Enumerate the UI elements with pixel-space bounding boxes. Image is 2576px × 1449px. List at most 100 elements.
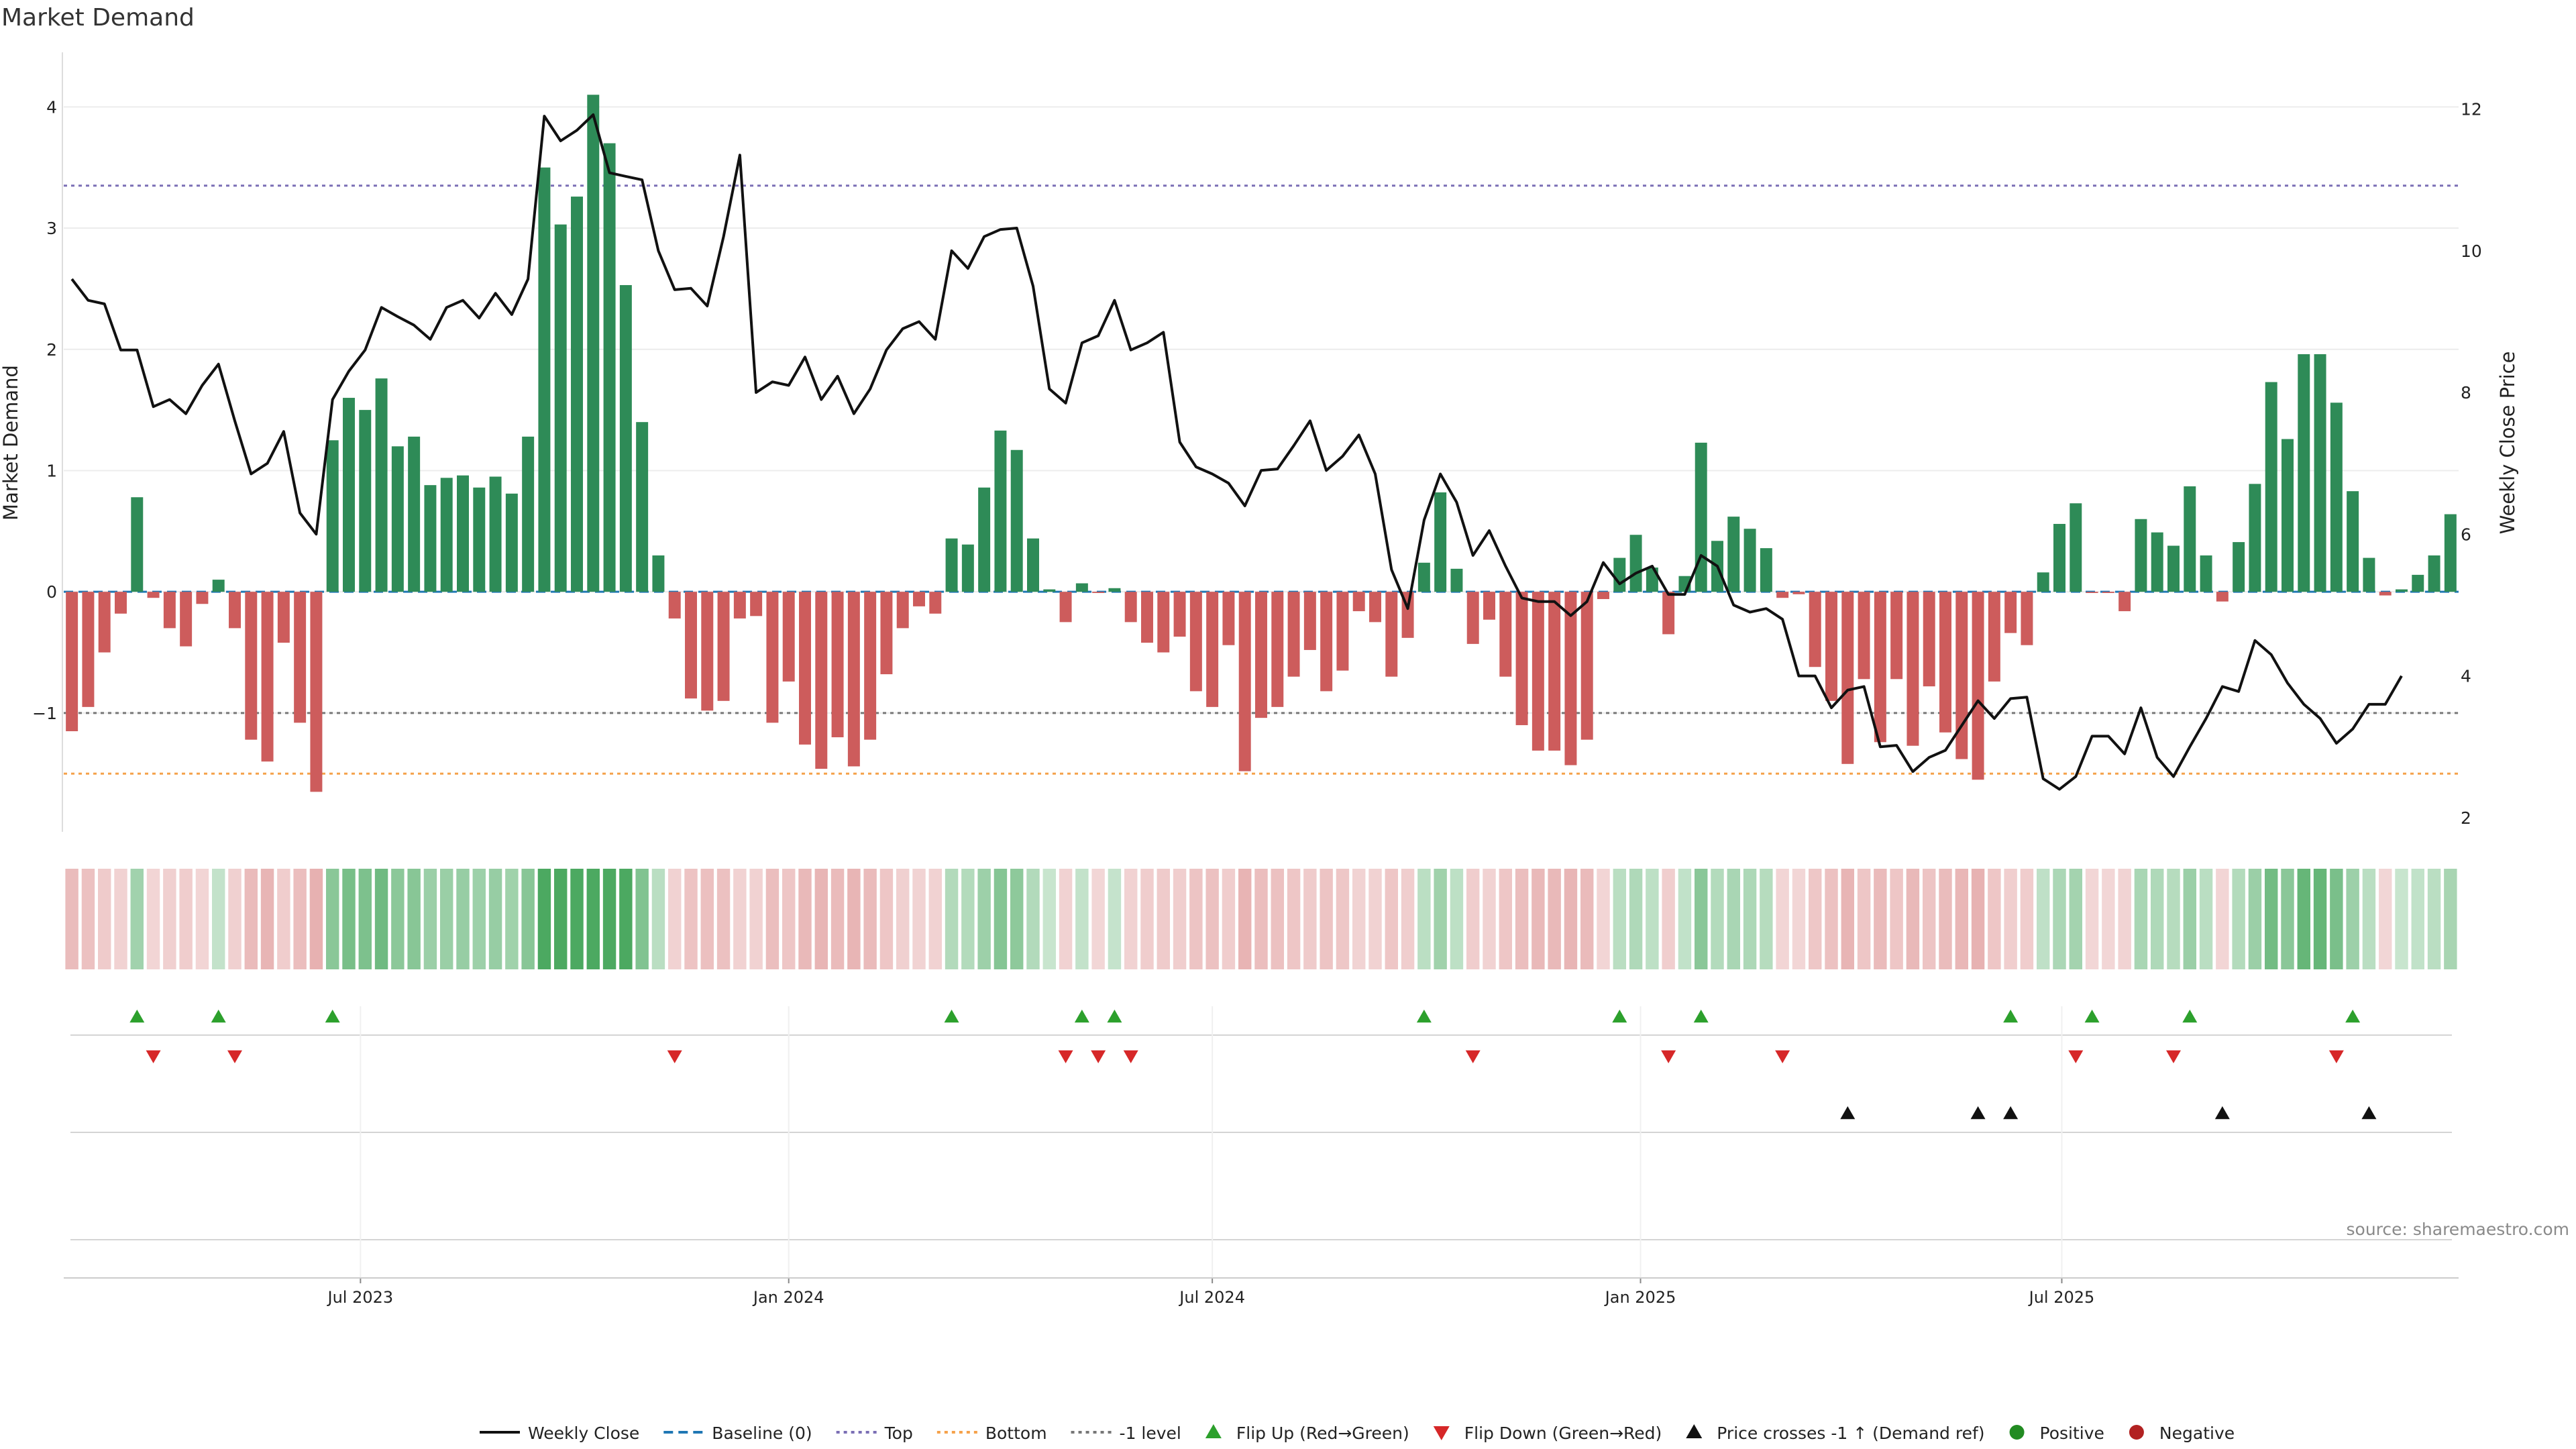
demand-bar [245,592,258,740]
demand-bar [603,143,616,592]
heat-cell [1466,869,1480,969]
demand-bar [1923,592,1935,687]
heat-cell [2020,869,2034,969]
demand-bar [1369,592,1381,623]
demand-bar [1124,592,1137,623]
y-tick-label: 2 [46,340,57,360]
flip-up-marker [2084,1010,2100,1023]
flip-up-marker [211,1010,226,1023]
demand-bar [1466,592,1479,644]
flip-up-marker [2345,1010,2361,1023]
demand-bar [1841,592,1854,764]
demand-bar [929,592,942,614]
demand-bar [1907,592,1919,746]
y2-tick-label: 8 [2461,383,2471,402]
demand-bar [180,592,193,647]
flip-down-marker [1091,1050,1106,1063]
heat-cell [1026,869,1040,969]
heat-cell [212,869,225,969]
y2-tick-label: 4 [2461,667,2471,686]
heat-cell [2151,869,2164,969]
heat-cell [602,869,616,969]
legend-label: Flip Down (Green→Red) [1464,1424,1662,1443]
legend-swatch-triangle-up [1686,1424,1703,1438]
demand-bar [1792,592,1805,594]
heat-cell [700,869,714,969]
demand-bar [1695,442,1707,592]
heat-cell [2444,869,2457,969]
demand-bar [131,497,144,592]
heat-cell [1792,869,1806,969]
price-cross-marker [2361,1106,2377,1120]
heat-cell [1320,869,1333,969]
heat-cell [65,869,78,969]
demand-bar [2396,589,2408,592]
heat-cell [1336,869,1350,969]
date-tick-label: Jan 2025 [1604,1288,1676,1307]
heat-cell [2037,869,2050,969]
demand-bar [1564,592,1577,765]
heat-cell [293,869,307,969]
date-axis: Jul 2023 Jan 2024 Jul 2024 Jan 2025 Jul 2025 [64,1006,2459,1307]
demand-bar [522,436,535,592]
heat-cell [2102,869,2115,969]
heat-cell [521,869,535,969]
demand-bar [424,485,437,592]
y2-tick-label: 12 [2461,100,2482,119]
heat-cell [2362,869,2376,969]
heat-cell [1564,869,1578,969]
demand-bar [1548,592,1561,751]
heat-cell [1287,869,1301,969]
demand-bar [1238,592,1251,771]
demand-bar [326,440,339,592]
heat-cell [619,869,633,969]
heat-cell [1532,869,1545,969]
heat-cell [2167,869,2180,969]
heat-cell [570,869,584,969]
demand-bar [489,476,502,592]
heat-cell [765,869,780,969]
demand-bar [1287,592,1300,677]
legend-item-5: Flip Up (Red→Green) [1205,1424,1409,1443]
flip-up-marker [129,1010,145,1023]
heat-cell [912,869,926,969]
demand-bar [1629,535,1642,592]
heat-cell [2395,869,2408,969]
heat-cell [1890,869,1903,969]
legend-swatch-circle [2009,1425,2025,1440]
heat-cell [1124,869,1138,969]
demand-bar [2102,592,2114,593]
demand-bar [636,422,649,592]
heat-cell [407,869,421,969]
flip-up-marker [2182,1010,2198,1023]
legend-label: -1 level [1120,1424,1181,1443]
demand-bar [457,475,469,592]
demand-bar [2444,514,2457,592]
demand-bar [1532,592,1544,751]
demand-bar [1108,588,1121,592]
heat-cell [146,869,160,969]
flip-up-marker [944,1010,959,1023]
demand-bar [229,592,241,629]
heat-cell [277,869,290,969]
legend-item-9: Negative [2129,1424,2235,1443]
heat-cell [1140,869,1154,969]
demand-bar [1483,592,1495,620]
demand-bar [98,592,111,653]
demand-bar [1352,592,1365,612]
demand-bar [1988,592,2000,682]
demand-bar [1206,592,1219,707]
demand-bar [2151,532,2163,592]
demand-bar [717,592,730,701]
heat-cell [440,869,453,969]
heat-cell [2411,869,2424,969]
heat-cell [1646,869,1659,969]
heat-cell [342,869,356,969]
heat-cell [863,869,877,969]
date-tick-label: Jul 2023 [327,1288,394,1307]
legend-swatch-triangle-up [1205,1424,1222,1438]
demand-bar [1450,568,1463,592]
heat-cell [1108,869,1122,969]
y-tick-label: 3 [46,219,57,238]
